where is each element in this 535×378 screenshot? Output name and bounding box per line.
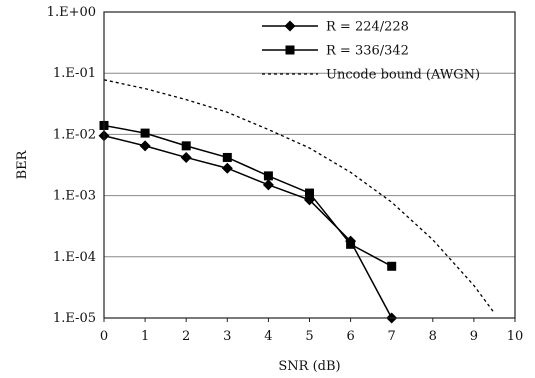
data-point	[346, 239, 356, 249]
x-tick-label: 3	[223, 329, 231, 344]
x-axis-title: SNR (dB)	[278, 359, 340, 374]
series-1	[98, 130, 398, 324]
legend-label: Uncode bound (AWGN)	[326, 68, 480, 83]
data-point	[305, 188, 314, 198]
x-tick-label: 4	[264, 329, 272, 344]
series-line	[103, 124, 393, 267]
tick-labels: 1.E+00 1.E-01 1.E-02 1.E-03 1.E-04 1.E-05 0 1 2 3…	[47, 5, 524, 344]
x-tick-label: 9	[470, 329, 478, 344]
legend-label: R = 224/228	[326, 20, 409, 35]
y-tick-label: 1.E-04	[53, 250, 96, 265]
data-point	[222, 152, 232, 162]
x-tick-label: 6	[346, 329, 354, 344]
data-point	[181, 141, 191, 151]
y-tick-label: 1.E-05	[53, 311, 96, 326]
series-layer	[98, 79, 495, 324]
data-point	[262, 179, 274, 191]
legend-label: R = 336/342	[326, 44, 409, 59]
legend-marker	[285, 45, 295, 55]
data-point	[140, 128, 150, 138]
y-tick-label: 1.E-02	[53, 127, 96, 142]
y-tick-label: 1.E-03	[53, 189, 96, 204]
series-line	[103, 135, 393, 319]
data-point	[139, 140, 151, 152]
legend-entry: R = 336/342	[262, 44, 409, 59]
data-point	[180, 151, 192, 163]
y-axis-title: BER	[15, 149, 30, 179]
data-point	[387, 261, 397, 271]
legend-entry: Uncode bound (AWGN)	[262, 68, 480, 83]
x-tick-label: 10	[507, 329, 524, 344]
legend-entry: R = 224/228	[262, 20, 409, 35]
legend: R = 224/228 R = 336/342 Uncode bound (AWGN…	[262, 20, 480, 83]
data-point	[221, 162, 233, 174]
x-tick-label: 2	[182, 329, 190, 344]
series-line	[103, 79, 495, 314]
data-point	[263, 171, 273, 181]
x-tick-label: 5	[305, 329, 313, 344]
series-3	[103, 79, 495, 314]
x-tick-label: 1	[141, 329, 149, 344]
legend-marker	[284, 20, 296, 32]
y-tick-label: 1.E-01	[53, 66, 96, 81]
grid-lines	[104, 72, 515, 258]
x-tick-label: 7	[388, 329, 396, 344]
y-tick-label: 1.E+00	[47, 5, 96, 20]
plot-frame	[103, 11, 516, 319]
x-tick-label: 0	[100, 329, 108, 344]
x-tick-label: 8	[429, 329, 437, 344]
